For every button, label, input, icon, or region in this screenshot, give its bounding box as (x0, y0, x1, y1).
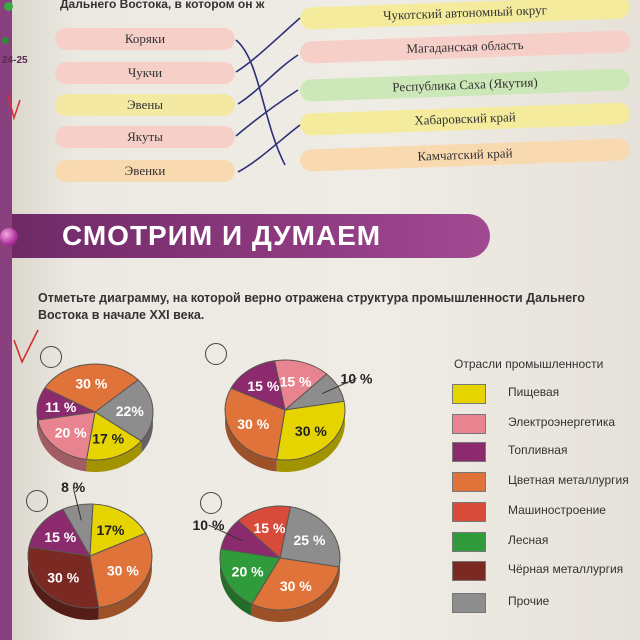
people-coryaki: Коряки (55, 28, 235, 50)
legend-swatch (452, 561, 486, 581)
banner-ball-icon (0, 228, 18, 246)
pie-slice (27, 546, 100, 609)
pie-leader-line (208, 524, 244, 542)
pie-slice (230, 360, 286, 411)
header-text: Дальнего Востока, в котором он ж (60, 0, 265, 11)
pie-slice (237, 505, 292, 559)
task-text: Отметьте диаграмму, на которой верно отр… (38, 291, 585, 322)
legend-label: Цветная металлургия (508, 473, 629, 487)
pie-slice-label: 15 % (280, 373, 312, 389)
section-title: СМОТРИМ И ДУМАЕМ (62, 220, 382, 251)
pie-slice (89, 532, 153, 609)
pie-leader-line (321, 377, 357, 395)
answer-circle-3[interactable] (26, 490, 48, 512)
pie-slice-label: 17% (96, 522, 125, 538)
pie-slice-side (86, 441, 142, 472)
pie-slice-label: 15 % (247, 378, 279, 394)
pie-slice (276, 400, 346, 461)
pie-slice (224, 387, 286, 461)
legend-swatch (452, 442, 486, 462)
pie-slice-label: 30 % (237, 416, 269, 432)
pie-slice-side (37, 420, 87, 472)
pie-slice (44, 363, 139, 413)
pie-slice-label: 30 % (295, 423, 327, 439)
pie-slice-label: 15 % (254, 520, 286, 536)
legend-swatch (452, 384, 486, 404)
pie-slice-side (28, 546, 99, 620)
legend-label: Чёрная металлургия (508, 562, 624, 576)
pie-slice-label: 30 % (107, 563, 139, 579)
pie-slice-label: 11 % (45, 399, 77, 415)
legend-swatch (452, 593, 486, 613)
pie-slice-label: 25 % (294, 532, 326, 548)
pie-leader-line (72, 487, 82, 521)
legend-swatch (452, 502, 486, 522)
pie-slice (94, 379, 154, 442)
people-evenki: Эвенки (55, 160, 235, 182)
pie-slice (37, 411, 96, 461)
pie-slice (273, 359, 328, 411)
pie-slice (219, 548, 281, 605)
pie-slice (36, 387, 97, 421)
answer-circle-1[interactable] (40, 346, 62, 368)
pie-slice-label: 20 % (232, 564, 264, 580)
pie-slice-label: 30 % (75, 375, 107, 391)
pie-slice-label: 30 % (280, 578, 312, 594)
people-yakuty: Якуты (55, 126, 235, 148)
section-banner (12, 214, 490, 258)
pie-slice-side (251, 567, 340, 622)
pie-slice (251, 557, 340, 611)
pie-slice-side (225, 388, 277, 472)
pie-slice-side (276, 401, 345, 472)
legend-swatch (452, 532, 486, 552)
pie-slice-label: 30 % (47, 570, 79, 586)
legend-label: Пищевая (508, 385, 560, 399)
answer-circle-4[interactable] (200, 492, 222, 514)
legend-swatch (452, 472, 486, 492)
answer-circle-2[interactable] (205, 343, 227, 365)
pie-slice (279, 506, 341, 568)
legend-label: Лесная (508, 533, 549, 547)
page-margin-strip (0, 0, 12, 640)
people-eveny: Эвены (55, 94, 235, 116)
green-marker-dot-2 (2, 37, 9, 44)
pie-slice-label: 15 % (44, 529, 76, 545)
pie-slice (28, 508, 91, 557)
pie-slice-side (220, 548, 252, 616)
pie-slice-label: 17 % (92, 431, 124, 447)
pie-slice-side (98, 533, 152, 620)
legend-title: Отрасли промышленности (454, 357, 604, 371)
legend-swatch (452, 414, 486, 434)
pie-slice (85, 411, 142, 461)
legend-label: Электроэнергетика (508, 415, 616, 429)
green-marker-dot (4, 2, 13, 11)
legend-label: Прочие (508, 594, 550, 608)
page-reference: 24-25 (2, 55, 28, 66)
legend-label: Топливная (508, 443, 568, 457)
pie-slice-label: 10 % (341, 370, 373, 386)
people-chukchi: Чукчи (55, 62, 235, 84)
legend-label: Машиностроение (508, 503, 606, 517)
pie-slice-label: 22% (116, 403, 145, 419)
pie-slice-label: 20 % (55, 425, 87, 441)
pie-slice (89, 503, 147, 557)
